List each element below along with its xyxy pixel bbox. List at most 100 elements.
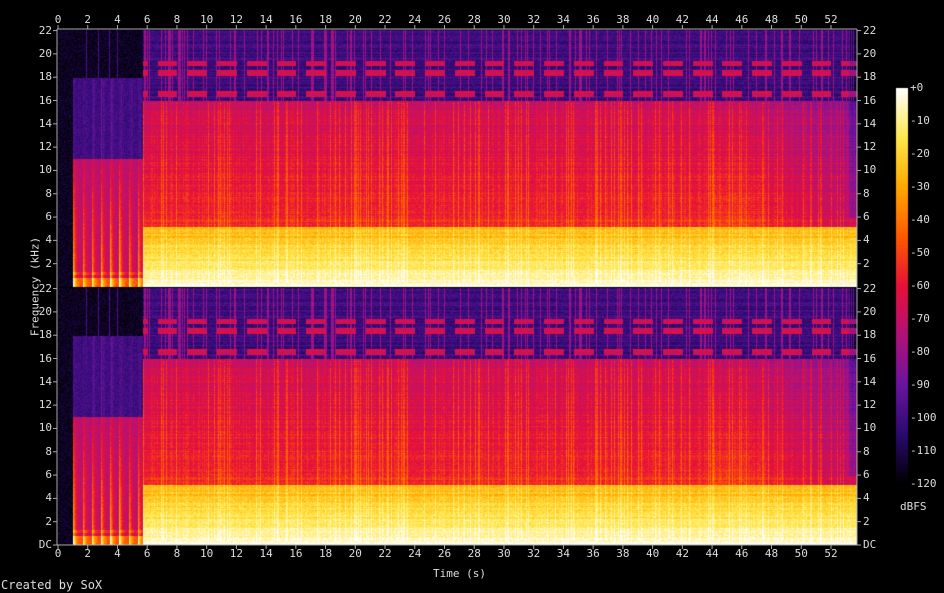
y-tick-label-left: 6 bbox=[45, 210, 52, 224]
x-tick-label-top: 32 bbox=[527, 13, 541, 26]
colorbar-tick-label: -120 bbox=[910, 477, 937, 490]
colorbar-tick-label: -20 bbox=[910, 147, 930, 160]
x-tick-label-top: 20 bbox=[348, 13, 362, 26]
x-tick-label-top: 10 bbox=[200, 13, 214, 26]
colorbar-tick-label: -70 bbox=[910, 312, 930, 325]
x-tick-label-top: 12 bbox=[229, 13, 243, 26]
x-tick-label-top: 18 bbox=[318, 13, 333, 26]
x-tick-label-bottom: 52 bbox=[824, 547, 838, 560]
y-tick-label-left: 4 bbox=[45, 491, 52, 505]
y-tick-label-left: 4 bbox=[45, 233, 52, 247]
y-tick-label-right: 12 bbox=[863, 398, 877, 412]
y-tick-label-left: 20 bbox=[38, 46, 52, 60]
x-tick-label-top: 42 bbox=[675, 13, 689, 26]
y-tick-label-left: 10 bbox=[38, 421, 52, 435]
y-tick-label-left: 16 bbox=[38, 351, 52, 365]
x-tick-label-bottom: 24 bbox=[408, 547, 422, 560]
y-tick-label-right: 18 bbox=[863, 70, 877, 84]
y-tick-label-left: 18 bbox=[38, 70, 52, 84]
x-tick-label-bottom: 34 bbox=[556, 547, 571, 560]
x-tick-label-bottom: 4 bbox=[114, 547, 121, 560]
y-tick-label-left: 8 bbox=[45, 444, 52, 458]
x-tick-label-bottom: 32 bbox=[527, 547, 541, 560]
y-tick-label-right: 22 bbox=[863, 23, 877, 37]
y-tick-label-right: 22 bbox=[863, 281, 877, 295]
x-tick-label-bottom: 38 bbox=[616, 547, 630, 560]
y-tick-label-right: 4 bbox=[863, 233, 870, 247]
colorbar-tick-label: -10 bbox=[910, 114, 930, 127]
y-tick-label-right: 2 bbox=[863, 514, 870, 528]
y-tick-label-right: 16 bbox=[863, 93, 877, 107]
colorbar-tick-label: -50 bbox=[910, 246, 930, 259]
x-tick-label-bottom: 46 bbox=[735, 547, 749, 560]
x-tick-label-bottom: 44 bbox=[705, 547, 719, 560]
x-tick-label-top: 40 bbox=[645, 13, 660, 26]
x-tick-label-top: 8 bbox=[173, 13, 181, 26]
x-tick-label-top: 4 bbox=[114, 13, 121, 26]
x-tick-label-bottom: 14 bbox=[259, 547, 273, 560]
y-tick-label-left: DC bbox=[38, 538, 52, 551]
colorbar-tick-label: -100 bbox=[910, 411, 937, 424]
y-tick-label-left: 2 bbox=[45, 256, 52, 270]
colorbar-tick-label: -30 bbox=[910, 180, 930, 193]
y-tick-label-right: 8 bbox=[863, 186, 870, 200]
x-tick-label-bottom: 2 bbox=[84, 547, 92, 560]
x-tick-label-top: 48 bbox=[764, 13, 779, 26]
x-tick-label-bottom: 42 bbox=[675, 547, 689, 560]
x-tick-label-bottom: 16 bbox=[289, 547, 303, 560]
x-tick-label-bottom: 28 bbox=[467, 547, 481, 560]
y-tick-label-left: 18 bbox=[38, 328, 52, 342]
x-tick-label-bottom: 36 bbox=[586, 547, 600, 560]
x-tick-label-bottom: 10 bbox=[200, 547, 214, 560]
colorbar-tick-label: -90 bbox=[910, 378, 930, 391]
x-tick-label-bottom: 8 bbox=[173, 547, 181, 560]
x-tick-label-top: 30 bbox=[497, 13, 511, 26]
colorbar-unit-label: dBFS bbox=[900, 500, 927, 513]
y-tick-label-right: 6 bbox=[863, 210, 870, 224]
y-tick-label-right: 6 bbox=[863, 468, 870, 482]
y-tick-label-right: 20 bbox=[863, 46, 877, 60]
y-tick-label-left: 22 bbox=[38, 281, 52, 295]
x-tick-label-bottom: 18 bbox=[318, 547, 333, 560]
x-tick-label-top: 26 bbox=[437, 13, 452, 26]
x-tick-label-bottom: 48 bbox=[764, 547, 779, 560]
y-tick-label-left: 22 bbox=[38, 23, 52, 37]
x-tick-label-bottom: 22 bbox=[378, 547, 392, 560]
x-tick-label-bottom: 6 bbox=[143, 547, 151, 560]
y-tick-label-left: 10 bbox=[38, 163, 52, 177]
x-tick-label-top: 34 bbox=[556, 13, 571, 26]
colorbar-tick-label: -40 bbox=[910, 213, 930, 226]
x-tick-label-bottom: 40 bbox=[645, 547, 660, 560]
x-tick-label-bottom: 12 bbox=[229, 547, 243, 560]
y-tick-label-left: 12 bbox=[38, 140, 52, 154]
x-tick-label-top: 24 bbox=[408, 13, 422, 26]
x-tick-label-bottom: 0 bbox=[54, 547, 62, 560]
y-tick-label-right: 14 bbox=[863, 374, 877, 388]
y-tick-label-right: 12 bbox=[863, 140, 877, 154]
y-tick-label-right: 8 bbox=[863, 444, 870, 458]
y-tick-label-right: DC bbox=[863, 538, 877, 551]
colorbar-tick-label: -60 bbox=[910, 279, 930, 292]
x-tick-label-top: 28 bbox=[467, 13, 481, 26]
x-tick-label-bottom: 26 bbox=[437, 547, 452, 560]
x-tick-label-bottom: 30 bbox=[497, 547, 511, 560]
y-tick-label-right: 14 bbox=[863, 116, 877, 130]
y-tick-label-left: 2 bbox=[45, 514, 52, 528]
y-tick-label-left: 6 bbox=[45, 468, 52, 482]
y-tick-label-right: 4 bbox=[863, 491, 870, 505]
x-tick-label-top: 44 bbox=[705, 13, 719, 26]
x-tick-label-top: 16 bbox=[289, 13, 303, 26]
y-tick-label-left: 12 bbox=[38, 398, 52, 412]
colorbar-tick-label: +0 bbox=[910, 81, 924, 94]
x-tick-label-top: 52 bbox=[824, 13, 838, 26]
y-tick-label-left: 14 bbox=[38, 374, 52, 388]
x-axis-label: Time (s) bbox=[433, 567, 486, 580]
colorbar-tick-label: -80 bbox=[910, 345, 930, 358]
y-tick-label-left: 14 bbox=[38, 116, 52, 130]
y-tick-label-right: 20 bbox=[863, 304, 877, 318]
y-tick-label-right: 18 bbox=[863, 328, 877, 342]
x-tick-label-top: 6 bbox=[143, 13, 151, 26]
y-tick-label-right: 10 bbox=[863, 163, 877, 177]
